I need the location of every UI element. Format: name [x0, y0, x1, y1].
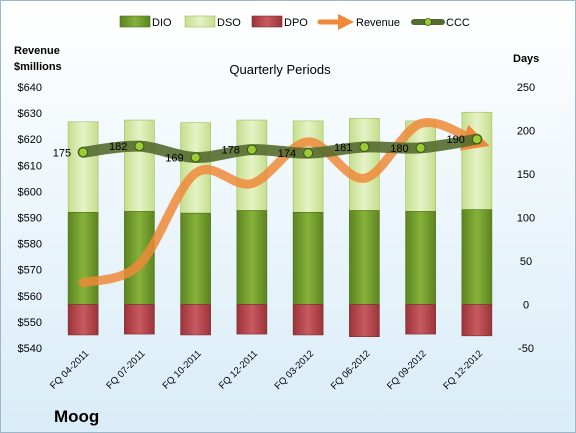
dio-bar: [236, 210, 268, 305]
legend-item-dso: DSO: [184, 15, 241, 29]
legend-swatch: [184, 15, 216, 28]
dso-bar: [349, 118, 380, 211]
dso-bar: [236, 119, 268, 211]
y-left-ticks: $540 $550 $560 $570 $580 $590 $600 $610 $620 $630…: [18, 82, 42, 355]
dpo-bar: [180, 304, 211, 336]
dio-bar: [180, 212, 211, 305]
legend-swatch: [119, 15, 151, 28]
legend-label: DIO: [152, 17, 172, 29]
ccc-point: [78, 147, 89, 158]
ccc-data-label: 182: [109, 141, 127, 153]
y-right-tick-label: 50: [520, 256, 532, 268]
y-left-title-line1: Revenue: [14, 45, 60, 57]
dpo-bar: [405, 304, 436, 335]
chart-title: Quarterly Periods: [229, 62, 331, 77]
y-left-tick-label: $540: [18, 343, 42, 355]
revenue-series: [78, 117, 490, 288]
y-left-tick-label: $610: [18, 160, 42, 172]
ccc-point: [190, 152, 201, 163]
y-right-ticks: -50 0 50 100 150 200 250: [517, 82, 535, 355]
legend-item-ccc: CCC: [411, 17, 470, 29]
y-left-tick-label: $560: [18, 291, 42, 303]
ccc-data-label: 178: [222, 145, 240, 157]
y-right-tick-label: 0: [523, 300, 529, 312]
y-left-tick-label: $630: [18, 108, 42, 120]
legend: DIO DSO DPO Revenue CCC: [119, 13, 470, 31]
dso-bar: [292, 120, 324, 213]
legend-item-revenue: Revenue: [317, 13, 400, 31]
legend-item-dpo: DPO: [251, 15, 308, 29]
dpo-bar: [292, 304, 324, 336]
ccc-data-label: 180: [390, 143, 408, 155]
y-left-tick-label: $550: [18, 317, 42, 329]
y-right-tick-label: 100: [517, 213, 535, 225]
dso-bar: [461, 111, 493, 210]
ccc-data-label: 169: [165, 152, 183, 164]
dpo-bar: [349, 304, 380, 337]
ccc-data-label: 181: [334, 142, 352, 154]
ccc-point: [471, 134, 482, 145]
dio-bar: [292, 211, 324, 305]
ccc-series: 175 182 169 178 174 181 180 190: [53, 133, 483, 164]
legend-label: DSO: [217, 17, 241, 29]
legend-label: DPO: [284, 17, 308, 29]
ccc-point: [134, 141, 145, 152]
y-right-title: Days: [513, 53, 539, 65]
y-right-tick-label: -50: [518, 343, 534, 355]
dso-bar: [67, 121, 99, 213]
company-name: Moog: [54, 407, 99, 426]
dio-bar: [461, 209, 493, 305]
ccc-data-label: 175: [53, 147, 71, 159]
legend-marker: [424, 18, 432, 26]
y-left-tick-label: $640: [18, 82, 42, 94]
y-left-tick-label: $580: [18, 239, 42, 251]
ccc-point: [359, 142, 370, 153]
legend-label: CCC: [446, 17, 470, 29]
ccc-data-label: 174: [278, 148, 296, 160]
y-left-title-line2: $millions: [14, 61, 62, 73]
y-left-tick-label: $590: [18, 213, 42, 225]
dpo-bar: [124, 304, 155, 335]
ccc-point: [415, 142, 426, 153]
dio-bar: [405, 211, 436, 305]
ccc-point: [246, 144, 257, 155]
dpo-bar: [67, 304, 99, 336]
y-right-tick-label: 150: [517, 169, 535, 181]
revenue-line: [78, 117, 490, 288]
legend-item-dio: DIO: [119, 15, 172, 29]
dio-bar: [349, 210, 380, 305]
y-right-tick-label: 200: [517, 126, 535, 138]
dso-bar: [124, 119, 155, 212]
legend-label: Revenue: [356, 17, 400, 29]
dpo-bar: [461, 304, 493, 337]
ccc-data-label: 190: [447, 134, 465, 146]
y-left-tick-label: $570: [18, 265, 42, 277]
ccc-point: [303, 148, 314, 159]
y-left-tick-label: $600: [18, 186, 42, 198]
dpo-bar: [236, 304, 268, 335]
y-right-tick-label: 250: [517, 82, 535, 94]
legend-swatch: [251, 15, 283, 28]
y-left-tick-label: $620: [18, 134, 42, 146]
dio-bar: [67, 211, 99, 305]
